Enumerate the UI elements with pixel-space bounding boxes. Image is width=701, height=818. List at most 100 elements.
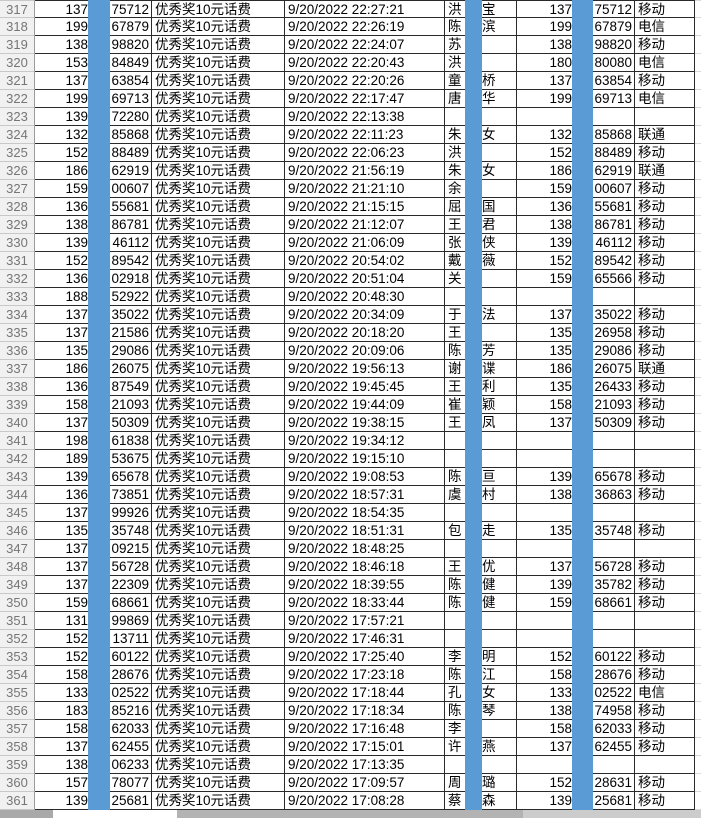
row-number-header[interactable]: 319 [0,36,35,54]
cell-datetime[interactable]: 9/20/2022 17:25:40 [285,648,445,666]
cell-datetime[interactable]: 9/20/2022 21:12:07 [285,216,445,234]
row-number-header[interactable]: 341 [0,432,35,450]
row-number-header[interactable]: 324 [0,126,35,144]
cell-phone-right[interactable]: 158 28676 [517,666,635,684]
row-number-header[interactable]: 351 [0,612,35,630]
cell-datetime[interactable]: 9/20/2022 22:24:07 [285,36,445,54]
cell-carrier[interactable]: 移动 [635,252,695,270]
cell-phone-left[interactable]: 139 25681 [35,792,152,810]
cell-phone-left[interactable]: 132 85868 [35,126,152,144]
cell-datetime[interactable]: 9/20/2022 18:57:31 [285,486,445,504]
cell-carrier[interactable]: 移动 [635,702,695,720]
cell-datetime[interactable]: 9/20/2022 19:45:45 [285,378,445,396]
row-number-header[interactable]: 357 [0,720,35,738]
cell-prize[interactable]: 优秀奖10元话费 [152,198,285,216]
cell-carrier[interactable]: 移动 [635,198,695,216]
cell-prize[interactable]: 优秀奖10元话费 [152,756,285,774]
row-number-header[interactable]: 334 [0,306,35,324]
cell-datetime[interactable]: 9/20/2022 18:33:44 [285,594,445,612]
cell-prize[interactable]: 优秀奖10元话费 [152,306,285,324]
cell-carrier[interactable]: 移动 [635,468,695,486]
cell-carrier[interactable]: 移动 [635,594,695,612]
cell-prize[interactable]: 优秀奖10元话费 [152,432,285,450]
cell-prize[interactable]: 优秀奖10元话费 [152,324,285,342]
row-number-header[interactable]: 342 [0,450,35,468]
row-number-header[interactable]: 361 [0,792,35,810]
cell-datetime[interactable]: 9/20/2022 17:16:48 [285,720,445,738]
cell-prize[interactable]: 优秀奖10元话费 [152,486,285,504]
cell-carrier[interactable] [635,288,695,306]
cell-prize[interactable]: 优秀奖10元话费 [152,666,285,684]
cell-datetime[interactable]: 9/20/2022 19:38:15 [285,414,445,432]
cell-datetime[interactable]: 9/20/2022 18:39:55 [285,576,445,594]
cell-prize[interactable]: 优秀奖10元话费 [152,0,285,18]
cell-carrier[interactable] [635,450,695,468]
cell-prize[interactable]: 优秀奖10元话费 [152,270,285,288]
cell-prize[interactable]: 优秀奖10元话费 [152,252,285,270]
cell-datetime[interactable]: 9/20/2022 17:15:01 [285,738,445,756]
row-number-header[interactable]: 344 [0,486,35,504]
cell-carrier[interactable]: 联通 [635,126,695,144]
cell-datetime[interactable]: 9/20/2022 21:56:19 [285,162,445,180]
horizontal-scrollbar[interactable] [0,810,701,818]
cell-prize[interactable]: 优秀奖10元话费 [152,216,285,234]
cell-datetime[interactable]: 9/20/2022 18:51:31 [285,522,445,540]
cell-prize[interactable]: 优秀奖10元话费 [152,522,285,540]
cell-carrier[interactable]: 移动 [635,648,695,666]
row-number-header[interactable]: 352 [0,630,35,648]
row-number-header[interactable]: 359 [0,756,35,774]
cell-datetime[interactable]: 9/20/2022 22:11:23 [285,126,445,144]
cell-datetime[interactable]: 9/20/2022 20:51:04 [285,270,445,288]
cell-prize[interactable]: 优秀奖10元话费 [152,648,285,666]
cell-prize[interactable]: 优秀奖10元话费 [152,162,285,180]
cell-carrier[interactable]: 移动 [635,576,695,594]
row-number-header[interactable]: 360 [0,774,35,792]
cell-datetime[interactable]: 9/20/2022 17:23:18 [285,666,445,684]
cell-carrier[interactable]: 移动 [635,180,695,198]
cell-carrier[interactable]: 移动 [635,306,695,324]
row-number-header[interactable]: 340 [0,414,35,432]
row-number-header[interactable]: 343 [0,468,35,486]
cell-prize[interactable]: 优秀奖10元话费 [152,414,285,432]
cell-datetime[interactable]: 9/20/2022 17:18:44 [285,684,445,702]
scrollbar-segment[interactable] [0,810,53,818]
cell-prize[interactable]: 优秀奖10元话费 [152,126,285,144]
row-number-header[interactable]: 328 [0,198,35,216]
cell-prize[interactable]: 优秀奖10元话费 [152,72,285,90]
cell-prize[interactable]: 优秀奖10元话费 [152,594,285,612]
cell-carrier[interactable]: 移动 [635,378,695,396]
cell-prize[interactable]: 优秀奖10元话费 [152,342,285,360]
cell-datetime[interactable]: 9/20/2022 20:48:30 [285,288,445,306]
cell-prize[interactable]: 优秀奖10元话费 [152,612,285,630]
cell-datetime[interactable]: 9/20/2022 20:54:02 [285,252,445,270]
cell-carrier[interactable]: 移动 [635,720,695,738]
row-number-header[interactable]: 347 [0,540,35,558]
cell-phone-right[interactable]: 137 63854 [517,72,635,90]
row-number-header[interactable]: 321 [0,72,35,90]
scrollbar-segment[interactable] [53,810,177,818]
row-number-header[interactable]: 358 [0,738,35,756]
row-number-header[interactable]: 323 [0,108,35,126]
row-number-header[interactable]: 320 [0,54,35,72]
cell-datetime[interactable]: 9/20/2022 22:17:47 [285,90,445,108]
row-number-header[interactable]: 349 [0,576,35,594]
cell-datetime[interactable]: 9/20/2022 17:18:34 [285,702,445,720]
cell-carrier[interactable]: 移动 [635,234,695,252]
cell-prize[interactable]: 优秀奖10元话费 [152,54,285,72]
cell-datetime[interactable]: 9/20/2022 19:44:09 [285,396,445,414]
cell-carrier[interactable]: 电信 [635,684,695,702]
cell-carrier[interactable] [635,432,695,450]
row-number-header[interactable]: 356 [0,702,35,720]
cell-carrier[interactable]: 移动 [635,522,695,540]
cell-datetime[interactable]: 9/20/2022 17:46:31 [285,630,445,648]
cell-datetime[interactable]: 9/20/2022 18:54:35 [285,504,445,522]
row-number-header[interactable]: 318 [0,18,35,36]
cell-prize[interactable]: 优秀奖10元话费 [152,720,285,738]
cell-carrier[interactable] [635,504,695,522]
row-number-header[interactable]: 348 [0,558,35,576]
row-number-header[interactable]: 330 [0,234,35,252]
cell-prize[interactable]: 优秀奖10元话费 [152,468,285,486]
cell-prize[interactable]: 优秀奖10元话费 [152,18,285,36]
cell-datetime[interactable]: 9/20/2022 21:06:09 [285,234,445,252]
row-number-header[interactable]: 353 [0,648,35,666]
